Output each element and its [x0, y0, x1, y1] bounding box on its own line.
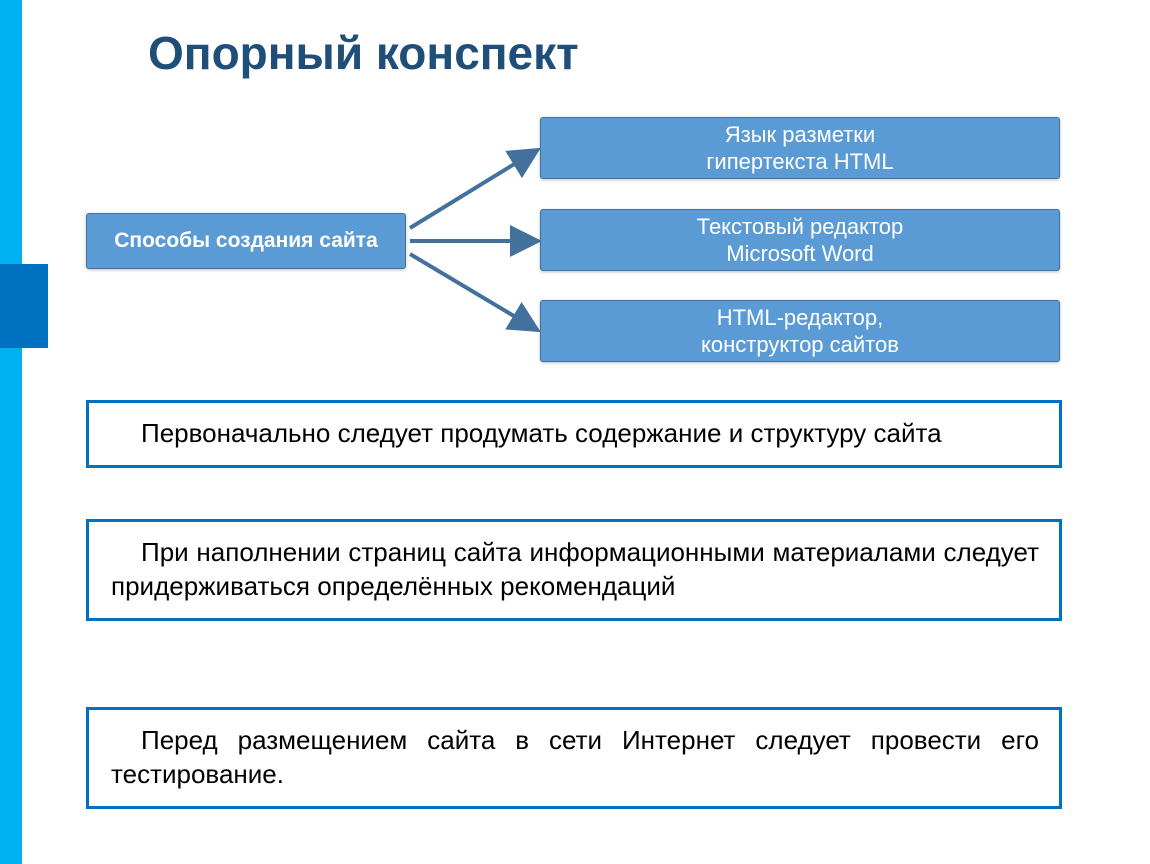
target-node-3: HTML-редактор,конструктор сайтов [540, 300, 1060, 362]
arrow-3 [410, 254, 534, 328]
arrow-1 [410, 152, 534, 228]
source-node: Способы создания сайта [86, 213, 406, 269]
side-stripe-thin [0, 0, 22, 864]
side-stripe-wide [0, 264, 48, 348]
slide-title: Опорный конспект [148, 26, 579, 80]
paragraph-3: Перед размещением сайта в сети Интернет … [86, 707, 1062, 809]
paragraph-1: Первоначально следует продумать содержан… [86, 400, 1062, 468]
paragraph-2: При наполнении страниц сайта информацион… [86, 519, 1062, 621]
slide: Опорный конспект Способы создания сайта … [0, 0, 1150, 864]
target-node-2: Текстовый редакторMicrosoft Word [540, 209, 1060, 271]
target-node-1: Язык разметкигипертекста HTML [540, 117, 1060, 179]
